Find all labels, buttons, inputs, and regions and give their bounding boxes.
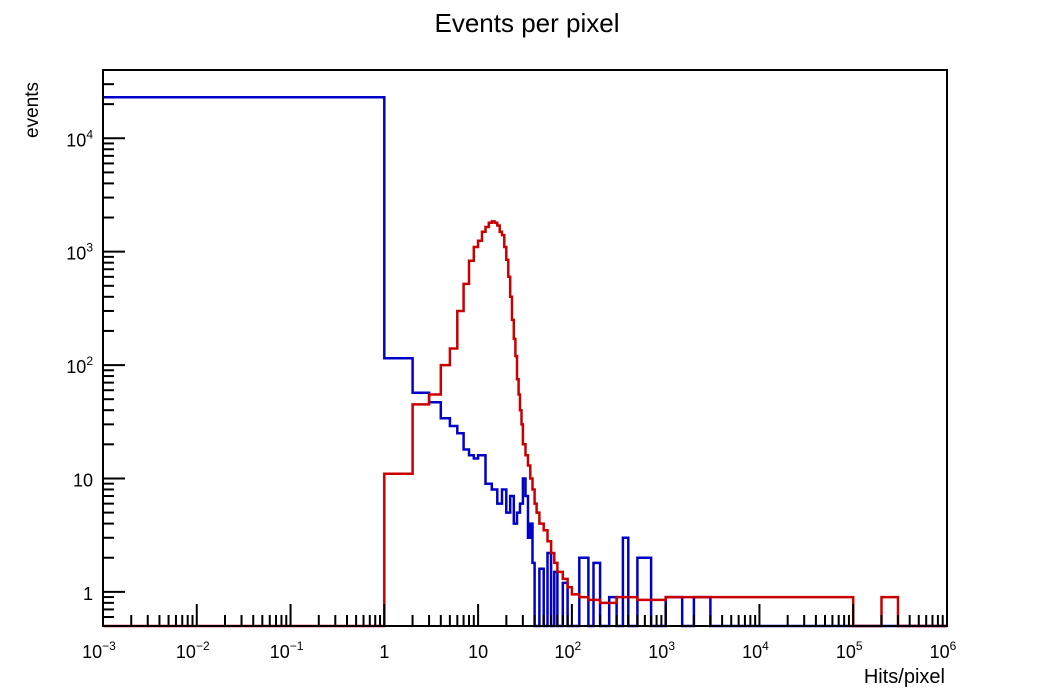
x-tick-label-6: 103 (648, 639, 675, 662)
y-tick-label-1: 10 (73, 470, 93, 490)
axis-layer: 10−3 10−2 10−1 1 10 102 103 104 105 106 1 10 102 103 1… (66, 69, 957, 662)
x-tick-label-3: 1 (379, 642, 389, 662)
series-line-0 (103, 96, 947, 628)
series-layer (103, 96, 947, 628)
y-tick-label-4: 104 (66, 127, 93, 150)
y-tick-label-0: 1 (83, 584, 93, 604)
x-tick-label-4: 10 (468, 642, 488, 662)
x-tick-label-1: 10−2 (176, 639, 210, 662)
y-tick-label-3: 103 (66, 241, 93, 264)
x-tick-label-7: 104 (742, 639, 769, 662)
x-tick-label-9: 106 (930, 639, 957, 662)
x-tick-label-2: 10−1 (270, 639, 304, 662)
chart-title: Events per pixel (435, 8, 620, 38)
x-axis-label: Hits/pixel (864, 666, 945, 688)
x-tick-label-0: 10−3 (82, 639, 116, 662)
plot-frame (102, 69, 948, 627)
series-line-1 (103, 220, 947, 628)
x-tick-label-8: 105 (836, 639, 863, 662)
y-tick-label-2: 102 (66, 354, 93, 377)
y-axis-label: events (22, 82, 43, 138)
x-tick-label-5: 102 (555, 639, 582, 662)
